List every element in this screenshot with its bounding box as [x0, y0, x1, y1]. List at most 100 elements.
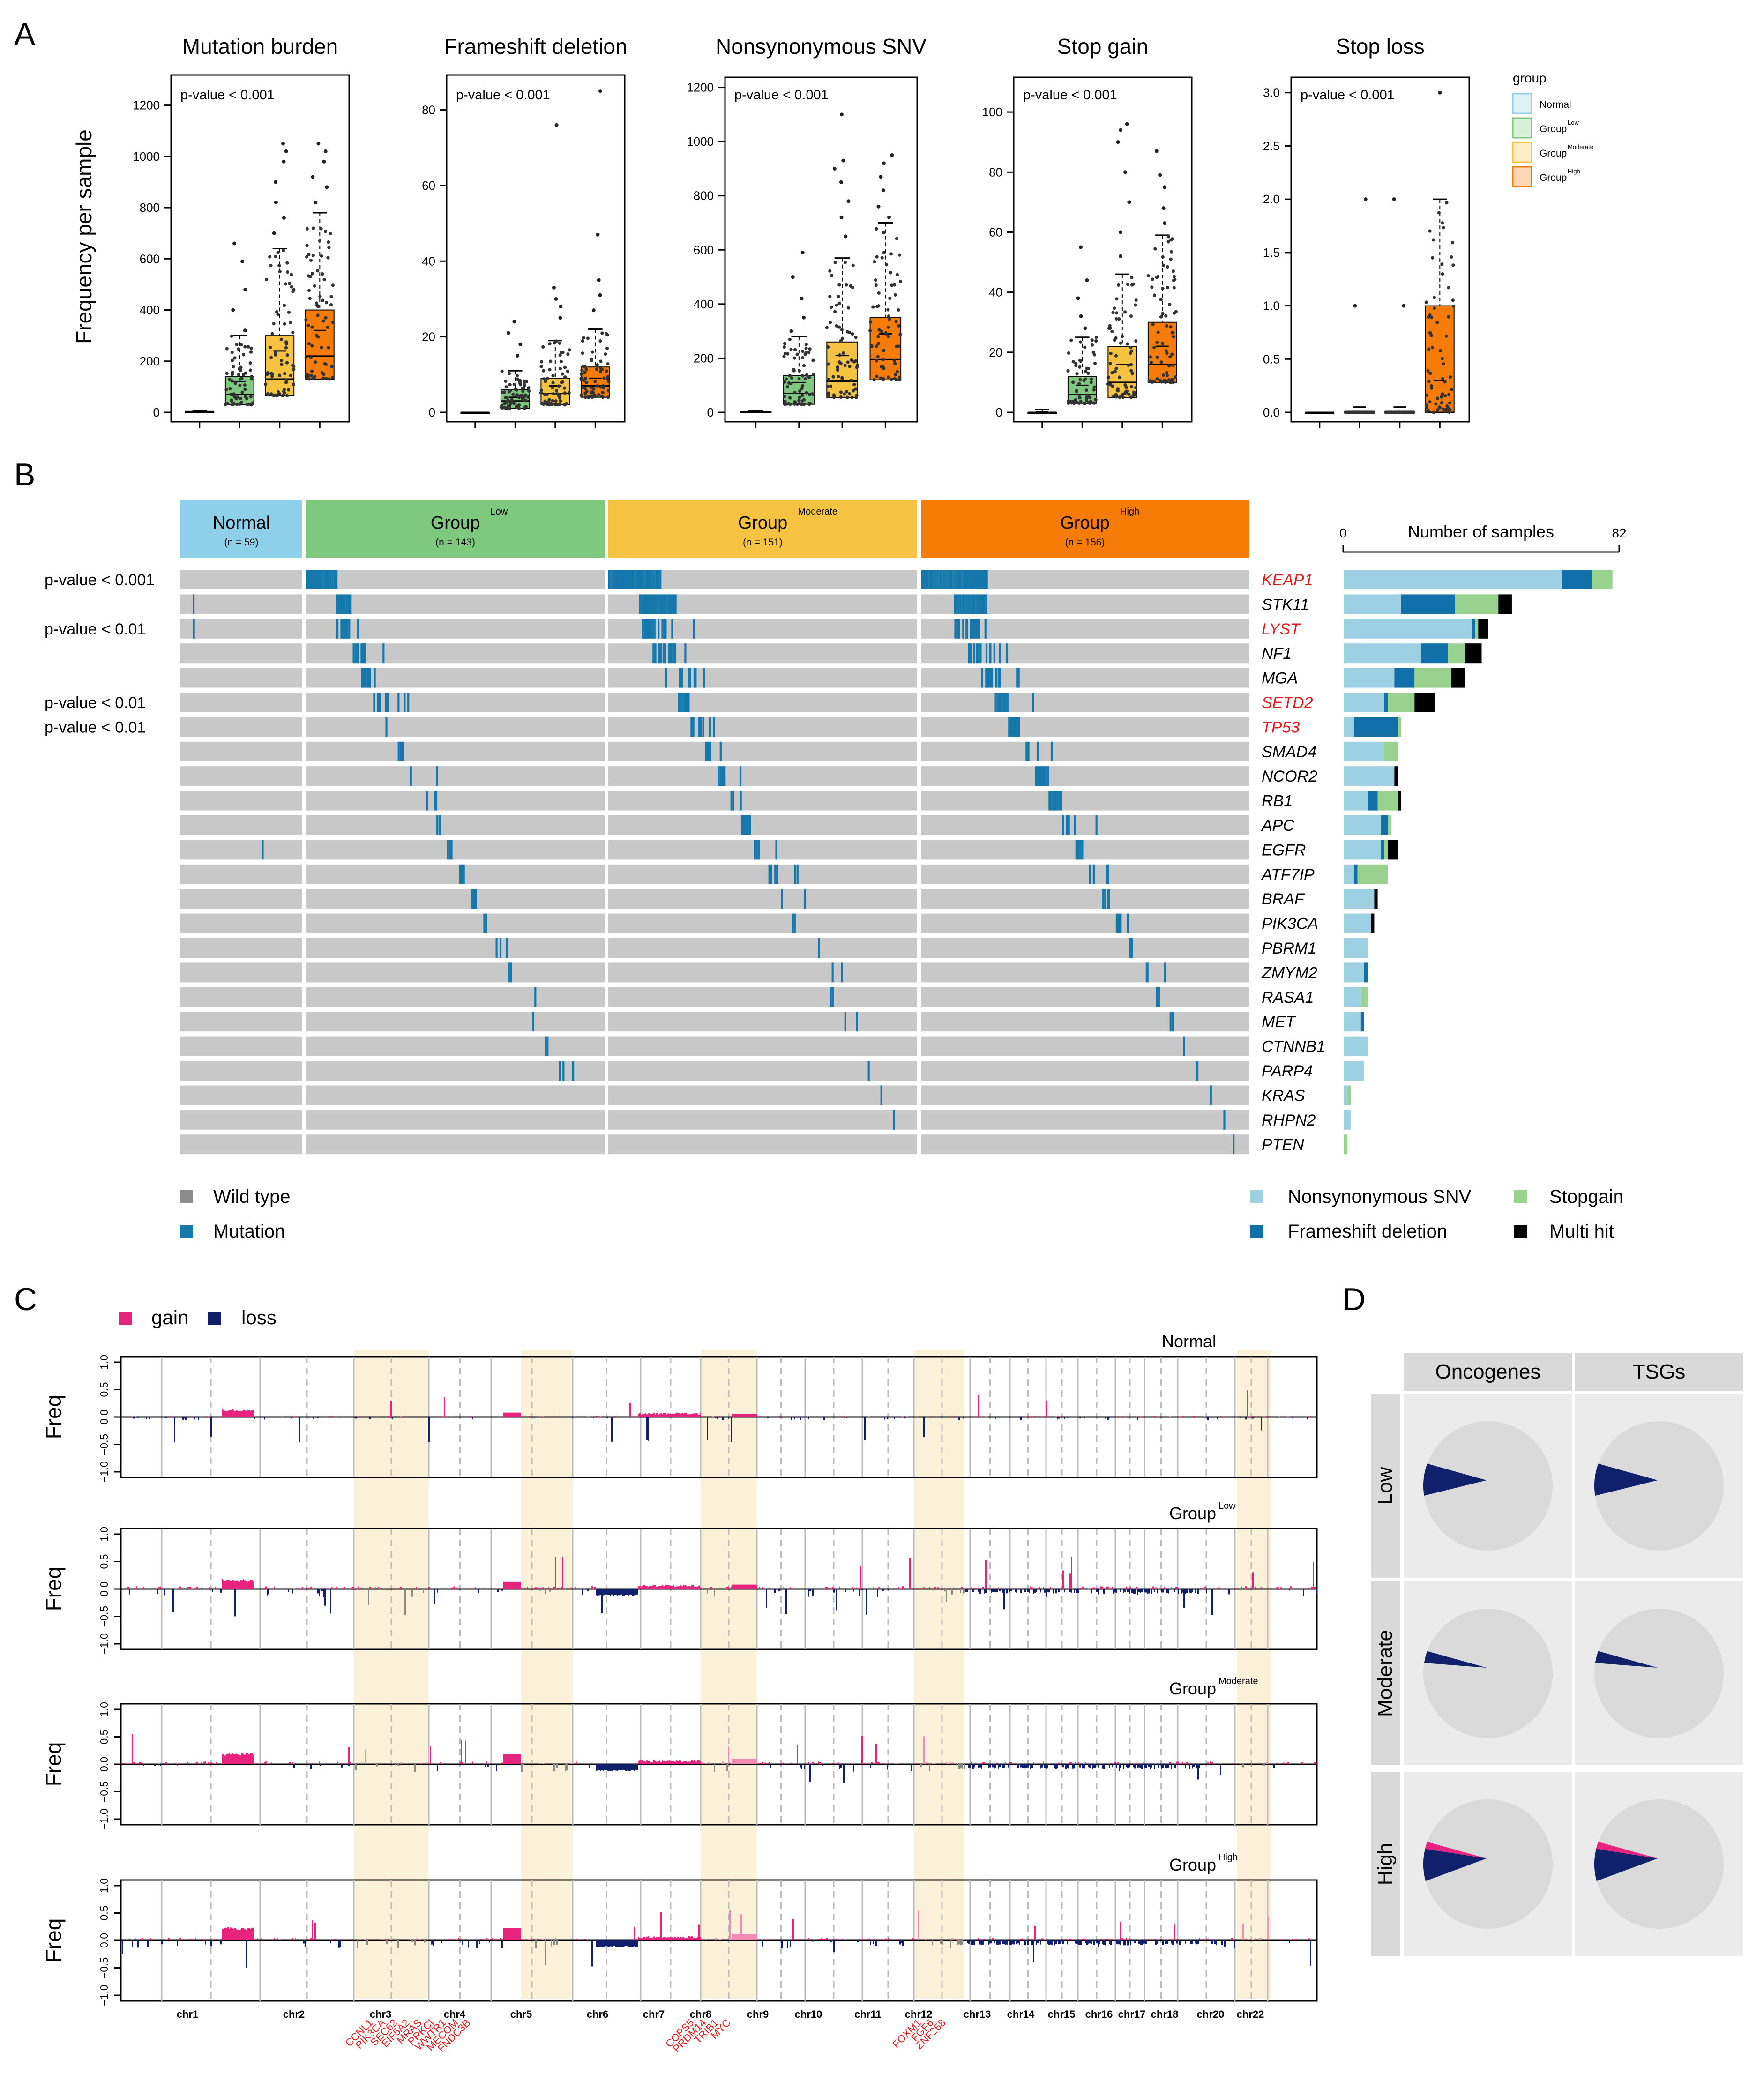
- jitter-point: [240, 390, 244, 394]
- bar-snv: [1344, 987, 1361, 1007]
- loss-bar: [974, 1764, 975, 1768]
- jitter-point: [284, 340, 288, 344]
- loss-bar: [870, 1940, 871, 1945]
- jitter-point: [875, 358, 878, 363]
- loss-bar: [1126, 1764, 1127, 1767]
- gene-label-egfr: EGFR: [1262, 841, 1306, 859]
- gain-bar: [653, 1585, 655, 1589]
- gain-bar: [1057, 1588, 1058, 1589]
- wildtype-row: [921, 668, 1249, 688]
- loss-bar: [1124, 1940, 1126, 1946]
- gain-bar: [279, 1939, 281, 1940]
- wildtype-row: [306, 1061, 605, 1081]
- jitter-point: [843, 261, 847, 264]
- bar-axis-max: 82: [1612, 526, 1626, 540]
- loss-bar: [386, 1589, 388, 1591]
- mutation-cell: [1156, 987, 1159, 1007]
- gain-bar: [510, 1754, 511, 1764]
- gain-bar: [1313, 1562, 1314, 1589]
- loss-bar: [1089, 1940, 1091, 1944]
- gain-bar: [222, 1409, 223, 1417]
- mutation-cell: [1108, 889, 1110, 909]
- wildtype-row: [608, 766, 917, 786]
- gain-bar: [905, 1416, 906, 1417]
- mutation-cell: [707, 741, 709, 761]
- loss-bar: [1129, 1764, 1130, 1768]
- mutation-cell: [634, 570, 636, 589]
- gain-bar: [472, 1761, 473, 1764]
- gain-bar: [698, 1415, 700, 1417]
- gain-bar: [659, 1586, 660, 1589]
- track-y-tick-label: −0.5: [98, 1606, 110, 1627]
- gain-bar: [170, 1416, 171, 1417]
- loss-bar: [1263, 1764, 1265, 1767]
- jitter-point: [890, 283, 894, 287]
- track-y-tick-label: 0.5: [98, 1382, 110, 1397]
- gain-bar: [698, 1924, 700, 1940]
- wildtype-row: [306, 864, 605, 884]
- gain-bar: [285, 1763, 286, 1764]
- mutation-cell: [401, 741, 404, 761]
- jitter-point: [783, 380, 786, 384]
- jitter-point: [286, 270, 290, 274]
- loss-bar: [958, 1764, 960, 1769]
- loss-bar: [808, 1589, 809, 1597]
- loss-bar: [610, 1589, 611, 1596]
- gain-bar: [690, 1414, 691, 1417]
- jitter-point: [1429, 384, 1433, 388]
- wildtype-row: [921, 864, 1249, 884]
- jitter-point: [515, 393, 519, 397]
- loss-bar: [411, 1589, 413, 1597]
- jitter-point: [840, 328, 844, 332]
- jitter-point: [283, 322, 286, 326]
- gain-bar: [984, 1761, 985, 1764]
- jitter-point: [1130, 372, 1134, 375]
- mutation-cell: [663, 594, 665, 614]
- gain-bar: [617, 1416, 618, 1417]
- loss-bar: [268, 1589, 269, 1595]
- loss-bar: [437, 1589, 438, 1593]
- mutation-cell: [776, 864, 778, 884]
- track-y-tick-label: −1.0: [98, 1633, 110, 1654]
- loss-bar: [932, 1940, 933, 1945]
- loss-bar: [620, 1764, 621, 1770]
- gain-bar: [660, 1585, 662, 1589]
- jitter-point: [249, 346, 253, 350]
- jitter-point: [1126, 283, 1130, 286]
- jitter-point: [539, 391, 543, 395]
- wildtype-row: [306, 815, 605, 835]
- jitter-point: [292, 367, 296, 372]
- wildtype-row: [180, 1110, 302, 1130]
- loss-bar: [1117, 1940, 1119, 1945]
- gain-bar: [828, 1588, 829, 1589]
- jitter-point: [304, 355, 308, 359]
- jitter-point: [563, 365, 567, 369]
- loss-bar: [1041, 1764, 1043, 1768]
- bar-stopgain: [1384, 741, 1398, 761]
- mutation-cell: [999, 668, 1001, 688]
- y-tick-label: 400: [694, 297, 714, 311]
- gain-bar: [1261, 1938, 1262, 1940]
- mutation-cell: [333, 570, 336, 589]
- highlight-band: [914, 1350, 964, 1999]
- mutation-cell: [970, 570, 972, 589]
- jitter-point: [1167, 364, 1171, 368]
- mutation-cell: [880, 1085, 882, 1105]
- gain-bar: [1062, 1416, 1064, 1417]
- mutation-cell: [642, 570, 644, 589]
- outlier-point: [832, 166, 837, 171]
- loss-bar: [634, 1589, 635, 1596]
- outlier-point: [890, 153, 894, 157]
- jitter-point: [308, 275, 312, 278]
- mutation-cell: [972, 570, 974, 589]
- loss-bar: [904, 1417, 905, 1419]
- gain-bar: [1079, 1588, 1081, 1589]
- gain-bar: [951, 1938, 953, 1940]
- jitter-point: [273, 393, 277, 397]
- loss-bar: [1092, 1764, 1093, 1769]
- gain-bar: [1102, 1587, 1103, 1589]
- gain-bar: [691, 1936, 693, 1940]
- mutation-cell: [643, 570, 646, 589]
- loss-bar: [1123, 1764, 1124, 1769]
- gain-bar: [1078, 1762, 1079, 1764]
